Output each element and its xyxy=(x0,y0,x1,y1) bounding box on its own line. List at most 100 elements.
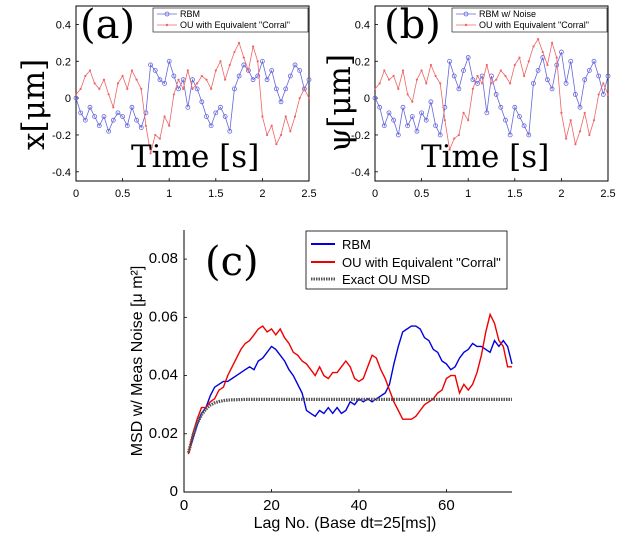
a-ytick-label: 0 xyxy=(65,93,71,105)
panel-c-xlabel: Lag No. (Base dt=25[ms]) xyxy=(254,515,437,532)
a-series-1-point xyxy=(74,93,78,96)
b-series-0-point xyxy=(545,77,550,83)
a-series-0-point xyxy=(213,110,219,116)
a-series-1-point xyxy=(98,87,101,90)
a-series-0-point xyxy=(218,104,223,110)
b-series-1-point xyxy=(574,143,577,146)
b-series-1-point xyxy=(495,78,498,81)
a-series-1-point xyxy=(177,78,180,81)
a-series-0-point xyxy=(124,123,130,129)
panel-b: 0 0.5 1 1.5 2 2.5 -0.4 -0.2 0 0.2 0.4 (b) Time [s… xyxy=(322,2,616,200)
panel-b-series xyxy=(372,38,611,152)
a-series-0-point xyxy=(148,62,153,68)
b-ytick-label: 0.2 xyxy=(355,56,370,68)
panel-c-yticks: 0 0.02 0.04 0.06 0.08 xyxy=(149,250,187,500)
a-ytick-label: 0.4 xyxy=(56,19,71,31)
b-series-1-point xyxy=(448,148,451,151)
a-series-0-point xyxy=(138,125,144,130)
b-series-1-point xyxy=(397,87,400,90)
a-series-0-point xyxy=(306,77,312,83)
a-ytick-label: -0.2 xyxy=(52,130,71,142)
a-series-0-point xyxy=(264,77,270,83)
panel-c-legend-label-0: RBM xyxy=(342,237,371,252)
b-series-1-point xyxy=(499,69,502,72)
b-series-0-point xyxy=(498,104,504,110)
b-series-1-point xyxy=(550,41,554,44)
b-series-0-point xyxy=(559,49,564,55)
a-series-1-point xyxy=(265,133,269,137)
panel-b-xlabel: Time [s] xyxy=(421,139,549,175)
a-series-1-point xyxy=(303,87,306,90)
a-series-1-point xyxy=(191,87,194,90)
a-series-1-point xyxy=(186,69,189,72)
panel-b-legend-marker-1 xyxy=(464,23,468,27)
b-series-0-point xyxy=(475,80,480,86)
a-series-1-point xyxy=(116,82,120,85)
a-ytick-label: 0.2 xyxy=(56,56,71,68)
b-series-1-point xyxy=(373,87,377,90)
b-series-1-point xyxy=(462,111,465,114)
b-series-1-point xyxy=(569,119,572,122)
panel-c: 0 20 40 60 0 0.02 0.04 0.06 0.08 (c) Lag No. (B… xyxy=(129,230,513,532)
a-series-1-point xyxy=(140,87,143,90)
panel-b-ylabel: ψ[μm] xyxy=(322,54,358,152)
b-series-0-point xyxy=(461,68,466,73)
b-series-0-point xyxy=(507,132,513,138)
c-ytick-label: 0.04 xyxy=(149,367,178,384)
b-xtick-label: 1.5 xyxy=(507,188,522,200)
b-series-1-point xyxy=(541,50,544,54)
a-series-0-point xyxy=(152,68,158,73)
b-series-1-point xyxy=(560,111,563,114)
b-series-0-point xyxy=(600,92,606,97)
a-series-line-0 xyxy=(75,59,310,133)
b-series-1-point xyxy=(523,74,526,78)
panel-a-label: (a) xyxy=(80,2,135,48)
b-series-1-point xyxy=(527,60,530,63)
a-series-1-point xyxy=(158,137,161,140)
a-series-1-point xyxy=(182,87,185,90)
b-ytick-label: 0 xyxy=(364,93,370,105)
a-series-0-point xyxy=(278,99,284,105)
a-series-0-point xyxy=(166,58,172,64)
b-xtick-label: 1 xyxy=(465,188,471,200)
b-series-0-point xyxy=(386,110,392,116)
c-ytick-label: 0.06 xyxy=(149,308,178,325)
b-series-0-point xyxy=(591,58,597,64)
a-series-1-point xyxy=(112,106,115,109)
b-series-1-point xyxy=(592,119,596,122)
b-ytick-label: -0.4 xyxy=(351,167,370,179)
panel-c-series xyxy=(186,312,513,455)
a-series-1-point xyxy=(228,63,231,67)
b-series-1-point xyxy=(476,74,479,78)
a-series-0-point xyxy=(101,114,107,119)
a-xtick-label: 2.5 xyxy=(301,188,316,200)
b-series-0-point xyxy=(465,55,471,60)
b-series-1-point xyxy=(537,38,540,41)
b-series-0-point xyxy=(437,132,443,138)
a-series-1-point xyxy=(126,87,129,90)
b-series-0-point xyxy=(503,117,508,123)
a-series-0-point xyxy=(208,123,214,129)
b-series-0-point xyxy=(381,123,387,129)
a-series-1-point xyxy=(172,93,175,96)
b-series-0-point xyxy=(517,114,522,119)
a-series-1-point xyxy=(93,82,96,85)
b-series-0-point xyxy=(405,123,411,129)
a-series-0-point xyxy=(115,110,121,116)
b-series-0-point xyxy=(372,95,378,101)
panel-a-ylabel: x[μm] xyxy=(16,59,52,150)
b-series-1-point xyxy=(602,82,605,85)
b-series-1-point xyxy=(392,74,395,78)
b-series-0-point xyxy=(395,132,401,138)
panel-a-legend-label-0: RBM xyxy=(180,9,200,19)
b-series-1-point xyxy=(443,119,446,122)
b-series-0-point xyxy=(512,104,518,110)
panel-a: 0 0.5 1 1.5 2 2.5 -0.4 -0.2 0 0.2 0.4 (a) Time [s… xyxy=(16,2,317,200)
panel-c-legend-box xyxy=(305,230,508,290)
panel-c-ylabel: MSD w/ Meas Noise [μ m²] xyxy=(129,266,146,457)
a-series-0-point xyxy=(78,110,84,116)
a-series-0-point xyxy=(87,104,93,110)
panel-b-yticks: -0.4 -0.2 0 0.2 0.4 xyxy=(351,19,378,179)
b-series-0-point xyxy=(568,58,574,64)
b-series-0-point xyxy=(447,58,452,64)
